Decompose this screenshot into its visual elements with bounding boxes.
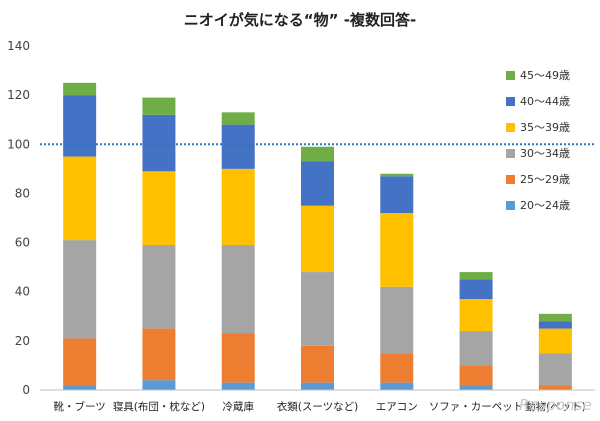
bar-segment <box>380 382 414 390</box>
legend-label: 20～24歳 <box>520 199 570 212</box>
bar-segment <box>142 328 176 381</box>
chart-title: ニオイが気になる“物” -複数回答- <box>184 11 416 29</box>
bar-segment <box>221 245 255 334</box>
bar-segment <box>221 333 255 383</box>
legend-swatch <box>506 71 515 80</box>
bar-segment <box>301 382 334 390</box>
bar-segment <box>459 279 493 300</box>
y-tick-label: 100 <box>7 137 30 151</box>
x-category-label: 寝具(布団・枕など) <box>113 400 205 413</box>
legend-label: 25～29歳 <box>520 173 570 186</box>
legend-swatch <box>506 175 515 184</box>
x-category-label: 靴・ブーツ <box>53 400 105 413</box>
legend-label: 35～39歳 <box>520 121 570 134</box>
bar-segment <box>459 331 493 366</box>
legend-label: 45～49歳 <box>520 69 570 82</box>
y-tick-label: 60 <box>15 236 30 250</box>
bar-segment <box>63 385 97 390</box>
bar-segment <box>380 286 414 354</box>
bar-segment <box>538 313 572 322</box>
legend-swatch <box>506 149 515 158</box>
bar-segment <box>301 345 334 383</box>
bar-segment <box>459 365 493 386</box>
x-category-label: 冷蔵庫 <box>222 400 254 413</box>
bar-segment <box>459 272 493 280</box>
y-tick-label: 20 <box>15 334 30 348</box>
bar-segment <box>301 205 334 273</box>
bar-segment <box>142 114 176 172</box>
bar-segment <box>142 171 176 246</box>
x-category-label: エアコン <box>376 401 418 413</box>
legend-swatch <box>506 123 515 132</box>
bar-segment <box>380 173 414 177</box>
bar-segment <box>221 124 255 169</box>
bar-segment <box>63 82 97 96</box>
bar-segment <box>380 213 414 287</box>
bar-segment <box>538 321 572 329</box>
bar-segment <box>63 156 97 241</box>
bar-segment <box>221 168 255 246</box>
bar-segment <box>538 353 572 386</box>
legend: 45～49歳 40～44歳 35～39歳 30～34歳 25～29歳 20～24歳 <box>506 69 570 212</box>
watermark-logo: Response <box>519 396 592 414</box>
x-axis: 靴・ブーツ 寝具(布団・枕など) 冷蔵庫 衣類(スーツなど) エアコン ソファ・カーペット… <box>53 400 585 413</box>
bar-segment <box>301 161 334 206</box>
bar-segment <box>142 245 176 329</box>
y-axis: 0 20 40 60 80 100 120 140 <box>7 39 30 397</box>
legend-swatch <box>506 201 515 210</box>
bar-segment <box>459 299 493 332</box>
bar-segment <box>221 382 255 390</box>
bar-segment <box>538 385 572 390</box>
y-tick-label: 120 <box>7 88 30 102</box>
bars <box>63 82 572 390</box>
bar-segment <box>63 95 97 157</box>
legend-label: 40～44歳 <box>520 95 570 108</box>
bar-segment <box>538 328 572 354</box>
bar-segment <box>459 385 493 390</box>
y-tick-label: 40 <box>15 285 30 299</box>
x-category-label: ソファ・カーペット <box>429 401 524 413</box>
y-tick-label: 0 <box>22 383 30 397</box>
bar-segment <box>142 380 176 390</box>
bar-segment <box>380 176 414 214</box>
legend-label: 30～34歳 <box>520 147 570 160</box>
x-category-label: 衣類(スーツなど) <box>277 400 358 413</box>
bar-segment <box>142 97 176 115</box>
bar-segment <box>301 146 334 162</box>
y-tick-label: 80 <box>15 186 30 200</box>
bar-segment <box>380 353 414 383</box>
bar-segment <box>63 240 97 339</box>
bar-segment <box>301 272 334 346</box>
bar-segment <box>221 112 255 125</box>
y-tick-label: 140 <box>7 39 30 53</box>
bar-segment <box>63 338 97 386</box>
x-category-label: 動物(ペット) <box>525 400 586 413</box>
legend-swatch <box>506 97 515 106</box>
